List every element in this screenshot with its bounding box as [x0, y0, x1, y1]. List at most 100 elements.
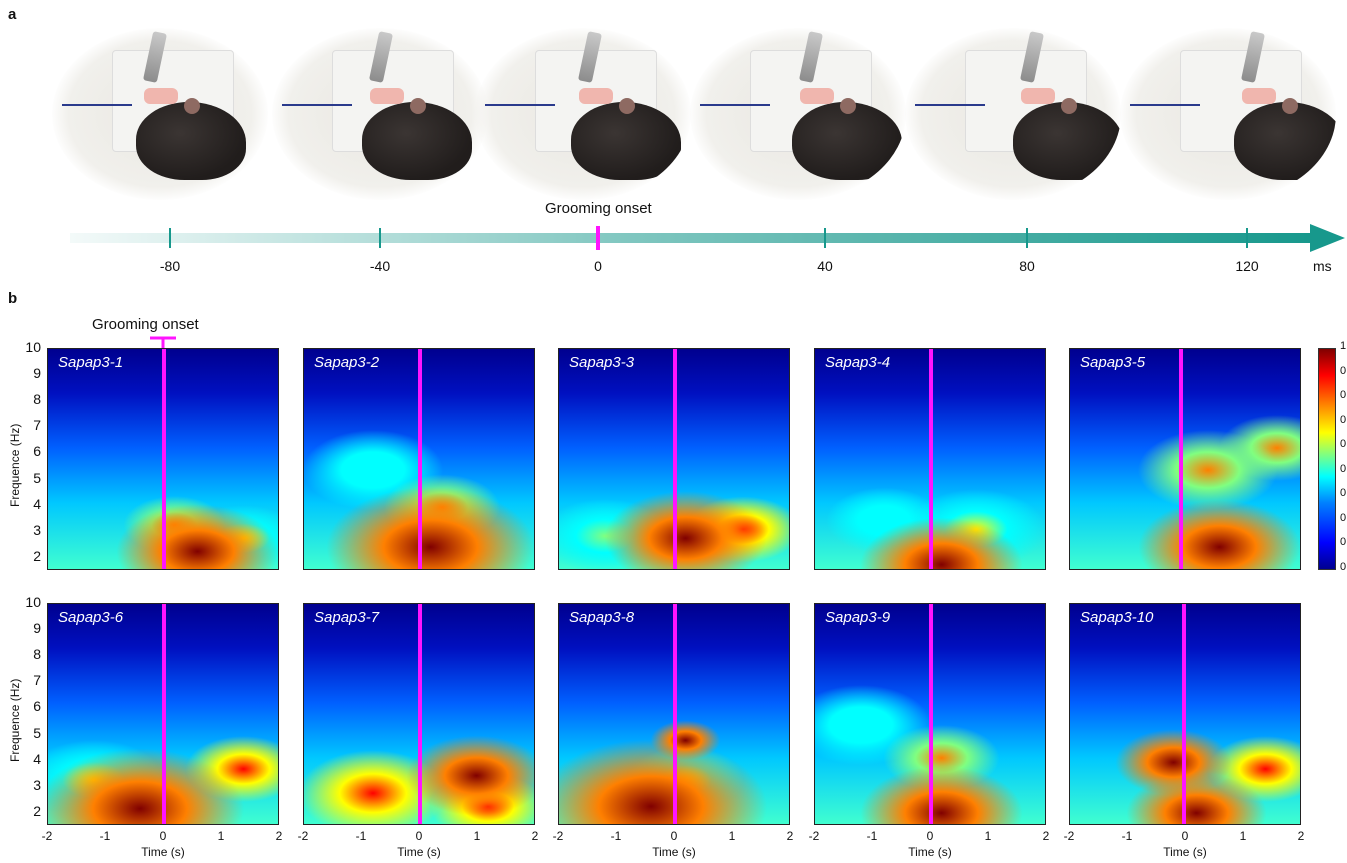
x-tick-label: -1	[99, 829, 111, 843]
onset-line	[1182, 604, 1186, 824]
subject-name: Sapap3-3	[569, 354, 635, 371]
y-axis-label: Frequence (Hz)	[8, 423, 22, 507]
x-tick-label: 2	[1042, 829, 1050, 843]
x-tick-label: -1	[1121, 829, 1133, 843]
onset-line	[929, 604, 933, 824]
onset-line	[162, 604, 166, 824]
x-tick-label: 2	[1297, 829, 1305, 843]
spectrogram-3: Sapap3-3	[558, 348, 790, 570]
y-tick-label: 9	[33, 365, 41, 382]
x-tick-label: -1	[355, 829, 367, 843]
onset-line	[1179, 349, 1183, 569]
onset-line	[673, 349, 677, 569]
y-tick-label: 7	[33, 417, 41, 434]
y-tick-label: 2	[33, 802, 41, 819]
x-axis-label: Time (s)	[652, 845, 696, 859]
x-tick-label: -1	[866, 829, 878, 843]
x-tick-label: 1	[1239, 829, 1247, 843]
timeline-tick-label: 120	[1235, 258, 1259, 274]
spectrogram-8: Sapap3-8	[558, 603, 790, 825]
timeline-onset-label: Grooming onset	[545, 200, 652, 217]
x-tick-label: 1	[217, 829, 225, 843]
spectrogram-6: Sapap3-6	[47, 603, 279, 825]
timeline-tick-label: -80	[159, 258, 181, 274]
x-tick-label: -2	[41, 829, 53, 843]
spectrogram-2: Sapap3-2	[303, 348, 535, 570]
x-tick-label: 2	[786, 829, 794, 843]
colorbar-tick-label: 0	[1340, 487, 1347, 499]
x-tick-label: 0	[926, 829, 934, 843]
colorbar-top-label: 1	[1340, 340, 1347, 352]
timeline-unit: ms	[1313, 258, 1332, 274]
panel-b-letter: b	[8, 290, 18, 307]
video-frame	[1120, 28, 1336, 200]
x-tick-label: -1	[610, 829, 622, 843]
onset-line	[929, 349, 933, 569]
onset-line	[418, 604, 422, 824]
timeline-bar	[70, 233, 1315, 243]
x-tick-label: 0	[670, 829, 678, 843]
timeline-tick-label: 40	[817, 258, 833, 274]
timeline-tick-label: 0	[594, 258, 602, 274]
x-axis-label: Time (s)	[1163, 845, 1207, 859]
timeline-arrowhead	[1310, 224, 1345, 252]
colorbar-tick-label: 0	[1340, 536, 1347, 548]
onset-line	[418, 349, 422, 569]
colorbar-tick-label: 0	[1340, 438, 1347, 450]
colorbar-tick-label: 0	[1340, 389, 1347, 401]
y-tick-label: 7	[33, 672, 41, 689]
y-tick-label: 8	[33, 391, 41, 408]
y-tick-label: 8	[33, 646, 41, 663]
subject-name: Sapap3-8	[569, 609, 635, 626]
y-tick-label: 5	[33, 724, 41, 741]
colorbar-tick-label: 0	[1340, 364, 1347, 377]
y-tick-label: 9	[33, 620, 41, 637]
subject-name: Sapap3-7	[314, 609, 380, 626]
spectrogram-10: Sapap3-10	[1069, 603, 1301, 825]
panel-a-letter: a	[8, 6, 17, 23]
x-tick-label: -2	[552, 829, 564, 843]
onset-line	[673, 604, 677, 824]
subject-name: Sapap3-2	[314, 354, 380, 371]
x-tick-label: 1	[728, 829, 736, 843]
y-tick-label: 4	[33, 750, 41, 767]
spectrogram-9: Sapap3-9	[814, 603, 1046, 825]
x-tick-label: -2	[1063, 829, 1075, 843]
subject-name: Sapap3-10	[1080, 609, 1154, 626]
colorbar-tick-label: 0	[1340, 560, 1347, 573]
x-tick-label: 0	[159, 829, 167, 843]
spectrogram-5: Sapap3-5	[1069, 348, 1301, 570]
x-tick-label: 0	[1181, 829, 1189, 843]
subject-name: Sapap3-9	[825, 609, 891, 626]
colorbar-tick-label: 0	[1340, 413, 1347, 426]
y-tick-label: 5	[33, 469, 41, 486]
subject-name: Sapap3-6	[58, 609, 124, 626]
x-tick-label: 1	[473, 829, 481, 843]
onset-label: Grooming onset	[92, 316, 199, 333]
x-axis-label: Time (s)	[908, 845, 952, 859]
y-tick-label: 10	[25, 339, 41, 355]
timeline-tick-label: -40	[369, 258, 391, 274]
x-tick-label: -2	[297, 829, 309, 843]
x-axis-label: Time (s)	[141, 845, 185, 859]
onset-marker	[150, 336, 176, 348]
x-tick-label: 2	[531, 829, 539, 843]
x-tick-label: -2	[808, 829, 820, 843]
colorbar	[1318, 348, 1336, 570]
y-tick-label: 2	[33, 547, 41, 564]
video-frame	[52, 28, 268, 200]
video-frame	[905, 28, 1121, 200]
x-tick-label: 1	[984, 829, 992, 843]
timeline-tick-label: 80	[1019, 258, 1035, 274]
onset-line	[162, 349, 166, 569]
y-tick-label: 6	[33, 698, 41, 715]
subject-name: Sapap3-4	[825, 354, 891, 371]
subject-name: Sapap3-5	[1080, 354, 1146, 371]
colorbar-tick-label: 0	[1340, 462, 1347, 475]
subject-name: Sapap3-1	[58, 354, 124, 371]
video-frame	[475, 28, 691, 200]
video-frame	[272, 28, 488, 200]
x-tick-label: 0	[415, 829, 423, 843]
spectrogram-7: Sapap3-7	[303, 603, 535, 825]
x-axis-label: Time (s)	[397, 845, 441, 859]
